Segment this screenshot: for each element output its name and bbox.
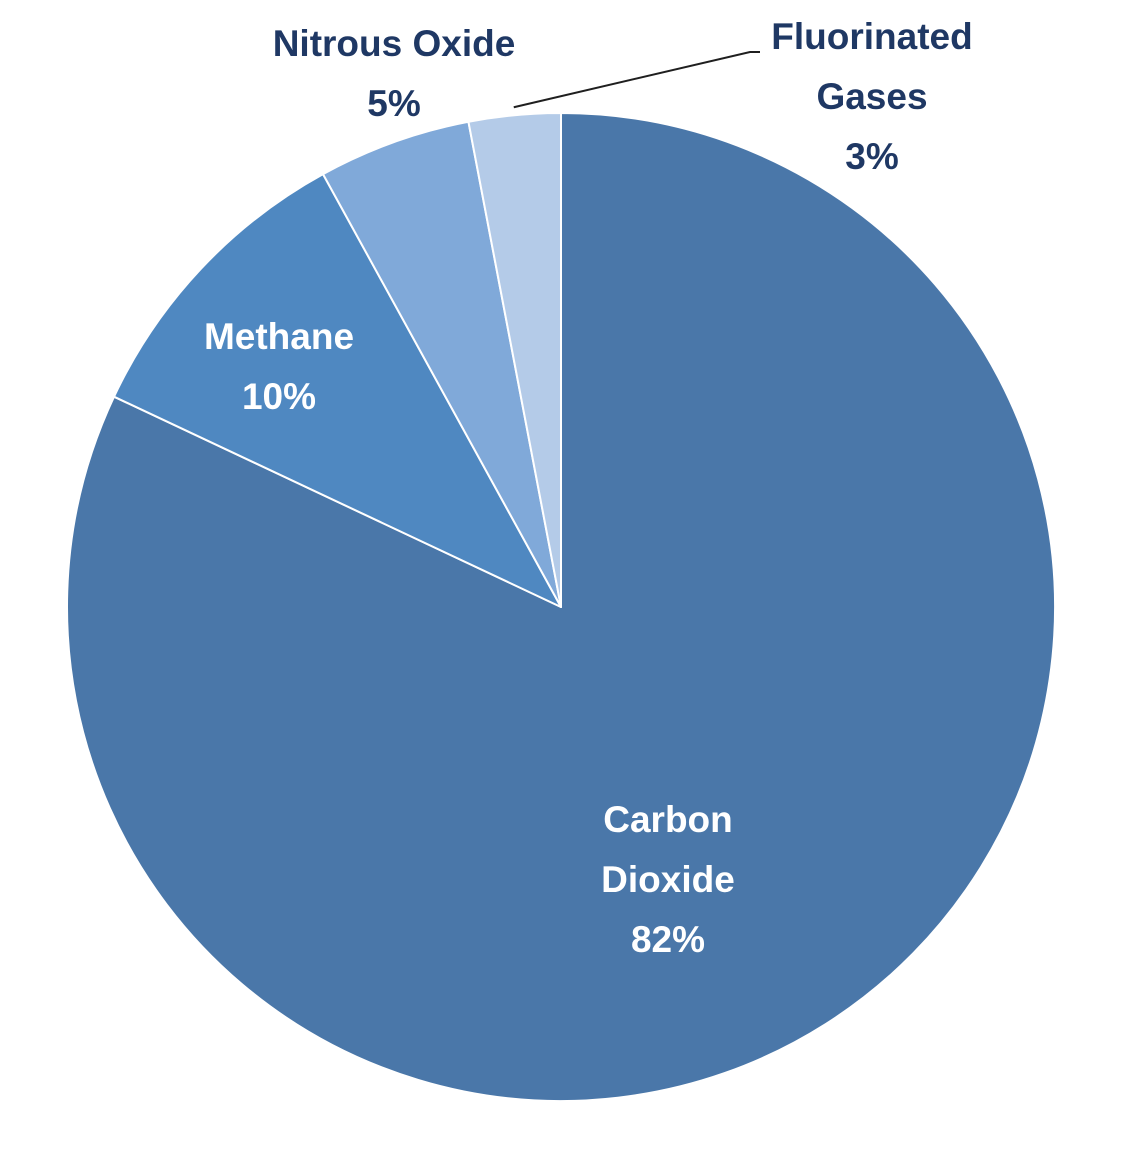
slice-label-nitrous-oxide: Nitrous Oxide 5%	[273, 23, 516, 124]
leader-line-fluorinated-gases	[513, 51, 760, 109]
slice-label-value: 82%	[631, 919, 705, 960]
slice-label-name-line: Dioxide	[601, 859, 735, 900]
pie-slice-fluorinated-gases	[467, 112, 562, 608]
labels-layer: Carbon Dioxide 82% Methane 10% Nitrous Oxide 5…	[204, 16, 973, 960]
slice-label-methane: Methane 10%	[204, 316, 354, 417]
slice-label-name-line: Methane	[204, 316, 354, 357]
slice-label-value: 3%	[845, 136, 898, 177]
slice-label-value: 10%	[242, 376, 316, 417]
slices-layer	[66, 112, 1056, 1102]
slice-label-name-line: Nitrous Oxide	[273, 23, 516, 64]
slice-label-name-line: Gases	[816, 76, 927, 117]
pie-slice-methane	[113, 173, 562, 608]
slice-label-name-line: Fluorinated	[771, 16, 972, 57]
slice-label-fluorinated-gases: Fluorinated Gases 3%	[771, 16, 972, 177]
slice-label-name-line: Carbon	[603, 799, 733, 840]
slice-label-value: 5%	[367, 83, 420, 124]
leader-lines-layer	[513, 51, 760, 109]
slice-label-carbon-dioxide: Carbon Dioxide 82%	[601, 799, 735, 960]
pie-slice-nitrous-oxide	[322, 120, 562, 608]
